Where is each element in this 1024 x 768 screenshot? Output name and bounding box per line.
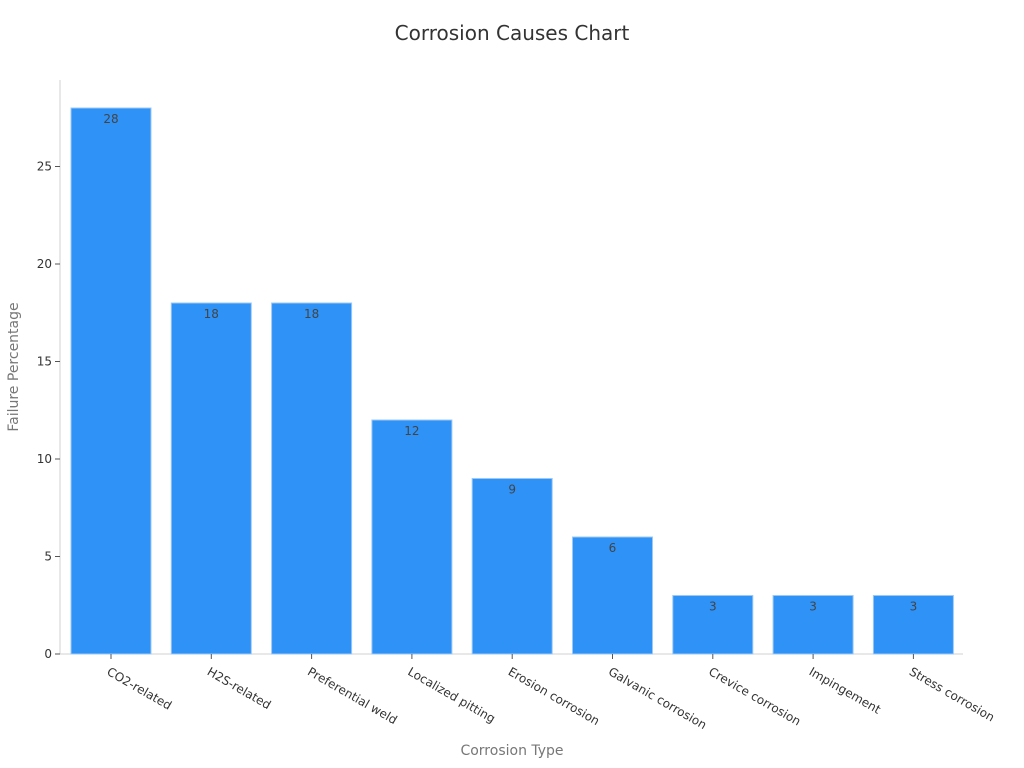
y-tick-label: 15 <box>37 355 52 369</box>
bar <box>70 107 152 655</box>
y-tick-label: 0 <box>44 647 52 661</box>
bar-value-label: 18 <box>304 307 319 321</box>
bar <box>872 595 954 655</box>
bar <box>271 302 353 655</box>
bar <box>170 302 252 655</box>
bar <box>572 536 653 655</box>
x-axis-title: Corrosion Type <box>460 743 563 759</box>
x-tick-label: Impingement <box>807 664 884 716</box>
y-tick-label: 5 <box>44 550 52 564</box>
bar <box>672 595 754 655</box>
bar-value-label: 12 <box>404 424 419 438</box>
bar-value-label: 18 <box>204 307 219 321</box>
chart-title: Corrosion Causes Chart <box>395 21 630 45</box>
x-tick-label: Preferential weld <box>305 664 400 727</box>
bar <box>471 478 553 655</box>
bar-value-label: 28 <box>103 112 118 126</box>
x-tick-label: Localized pitting <box>405 664 497 725</box>
bar-value-label: 3 <box>910 600 918 614</box>
x-tick-label: CO2-related <box>105 664 175 712</box>
y-axis-title: Failure Percentage <box>6 302 22 431</box>
x-tick-label: H2S-related <box>205 664 274 712</box>
x-tick-label: Stress corrosion <box>907 664 997 724</box>
bar-value-label: 9 <box>508 483 516 497</box>
x-tick-label: Galvanic corrosion <box>606 664 709 732</box>
x-tick-label: Erosion corrosion <box>506 664 602 728</box>
bar <box>371 419 453 655</box>
x-tick-label: Crevice corrosion <box>706 664 803 728</box>
bar-value-label: 3 <box>809 600 817 614</box>
y-tick-label: 20 <box>37 257 52 271</box>
y-tick-label: 25 <box>37 160 52 174</box>
bar-value-label: 6 <box>609 541 617 555</box>
bar <box>772 595 854 655</box>
y-tick-label: 10 <box>37 452 52 466</box>
bar-value-label: 3 <box>709 600 717 614</box>
